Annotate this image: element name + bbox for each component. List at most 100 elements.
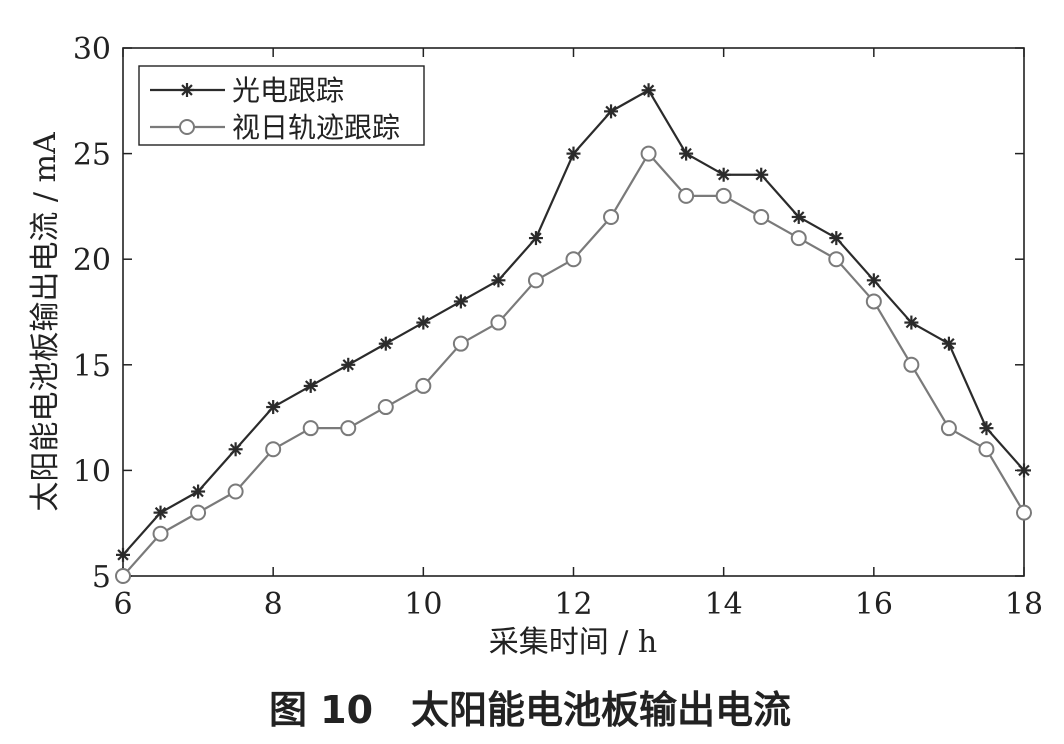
figure-caption: 图 10 太阳能电池板输出电流 [269, 688, 791, 732]
data-point [491, 273, 506, 288]
data-point [303, 378, 318, 393]
y-axis-label: 太阳能电池板输出电流 / mA [28, 132, 63, 512]
legend-marker [179, 119, 195, 135]
data-point [153, 505, 168, 520]
x-tick-label: 6 [113, 587, 132, 622]
asterisk-stroke [304, 380, 317, 392]
data-point [227, 483, 244, 500]
asterisk-stroke [905, 316, 918, 329]
asterisk-stroke [567, 147, 580, 160]
series-layer [115, 83, 1032, 584]
data-point [716, 167, 731, 182]
legend-label: 视日轨迹跟踪 [232, 111, 400, 144]
x-tick-label: 14 [705, 587, 743, 622]
y-tick-label: 5 [92, 560, 111, 595]
y-tick-label: 30 [73, 32, 111, 67]
y-tick-label: 15 [73, 349, 111, 384]
asterisk-stroke [229, 443, 242, 456]
data-point [865, 293, 882, 310]
asterisk-stroke [455, 295, 467, 308]
data-point [191, 484, 206, 499]
x-tick-label: 8 [264, 587, 283, 622]
data-point [528, 231, 543, 246]
data-point [790, 230, 807, 247]
data-point [490, 314, 507, 331]
data-point [527, 272, 544, 289]
data-point [753, 208, 770, 225]
asterisk-stroke [342, 359, 354, 371]
legend-label: 光电跟踪 [232, 74, 344, 107]
asterisk-stroke [267, 401, 279, 413]
asterisk-stroke [380, 337, 392, 350]
series-1 [116, 83, 1031, 562]
data-point [791, 209, 806, 224]
data-point [266, 400, 281, 415]
data-point [866, 273, 881, 288]
y-tick-label: 25 [73, 138, 111, 173]
asterisk-stroke [793, 211, 805, 223]
x-tick-label: 16 [855, 587, 893, 622]
data-point [341, 357, 356, 372]
data-point [190, 504, 207, 521]
y-tick-label: 10 [73, 454, 111, 489]
data-point [604, 104, 619, 119]
data-point [904, 315, 919, 330]
legend-item: 光电跟踪 [150, 74, 344, 107]
data-point [640, 145, 657, 162]
data-point [715, 187, 732, 204]
x-tick-label: 12 [554, 587, 592, 622]
data-point [302, 420, 319, 437]
asterisk-stroke [181, 84, 193, 96]
data-point [565, 251, 582, 268]
data-point [152, 525, 169, 542]
data-point [940, 420, 957, 437]
data-point [903, 356, 920, 373]
asterisk-stroke [943, 337, 955, 350]
series-2 [115, 145, 1032, 584]
legend-item: 视日轨迹跟踪 [150, 111, 400, 144]
data-point [679, 146, 694, 161]
asterisk-stroke [192, 485, 204, 498]
asterisk-stroke [717, 168, 730, 181]
data-point [1017, 463, 1031, 478]
series-line [122, 152, 1025, 577]
asterisk-stroke [1018, 464, 1030, 477]
data-point [415, 377, 432, 394]
legend-marker [180, 83, 194, 97]
data-point [1016, 504, 1032, 521]
asterisk-stroke [642, 84, 655, 96]
data-point [678, 187, 695, 204]
axes-layer: 6 8 10 12 14 16 18 5 10 15 20 25 30 [73, 32, 1043, 622]
asterisk-stroke [755, 168, 767, 181]
data-point [754, 167, 769, 182]
data-point [452, 335, 469, 352]
asterisk-stroke [868, 274, 880, 287]
asterisk-stroke [154, 506, 167, 519]
data-point [340, 420, 357, 437]
asterisk-stroke [117, 549, 129, 561]
data-point [265, 441, 282, 458]
data-point [228, 442, 243, 457]
asterisk-stroke [980, 422, 993, 434]
data-point [828, 251, 845, 268]
data-point [377, 399, 394, 416]
asterisk-stroke [605, 105, 617, 118]
data-point [378, 336, 393, 351]
data-point [941, 336, 956, 351]
data-point [453, 294, 468, 309]
asterisk-stroke [417, 316, 430, 329]
data-point [829, 231, 844, 246]
data-point [979, 421, 994, 436]
data-point [978, 441, 995, 458]
data-point [603, 208, 620, 225]
x-tick-label: 18 [1005, 587, 1043, 622]
data-point [416, 315, 431, 330]
x-axis-label: 采集时间 / h [489, 625, 658, 660]
asterisk-stroke [830, 232, 843, 244]
asterisk-stroke [680, 147, 692, 160]
asterisk-stroke [492, 274, 505, 287]
asterisk-stroke [530, 232, 542, 244]
